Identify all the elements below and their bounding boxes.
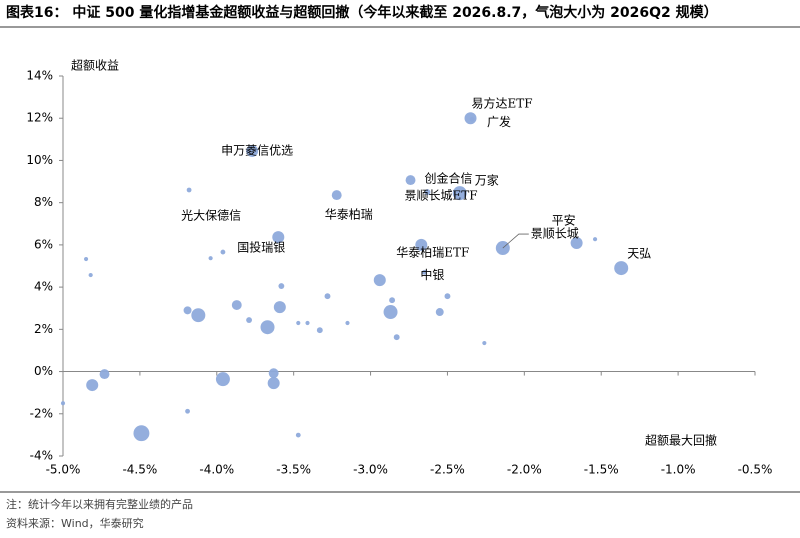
bubble	[133, 425, 150, 442]
bubble	[389, 297, 396, 304]
bubble	[421, 269, 427, 275]
y-tick-label: -2%	[30, 406, 53, 420]
x-tick-label: -3.0%	[353, 463, 388, 477]
bubble	[260, 320, 275, 335]
bubble	[88, 272, 93, 278]
x-axis-label: 超额最大回撤	[645, 433, 717, 448]
bubble	[272, 231, 285, 244]
bubble	[60, 401, 66, 406]
bubble	[469, 116, 475, 122]
bubble	[345, 320, 350, 326]
point-label: 平安	[552, 212, 576, 227]
bubble	[278, 283, 285, 289]
source: 资料来源：Wind，华泰研究	[6, 516, 144, 530]
bubble	[268, 368, 279, 379]
bubble	[267, 377, 280, 390]
bubble	[191, 308, 206, 323]
y-tick-label: 14%	[26, 69, 53, 83]
leader-line	[502, 233, 529, 249]
bubble	[393, 334, 400, 341]
y-tick-label: 4%	[34, 280, 53, 294]
bubble	[220, 249, 226, 255]
x-tick-label: -2.5%	[430, 463, 465, 477]
bubble	[452, 186, 467, 201]
bubble	[383, 305, 398, 320]
x-tick-label: -4.0%	[199, 463, 234, 477]
footnote: 注：统计今年以来拥有完整业绩的产品	[6, 497, 193, 511]
y-tick-label: 10%	[26, 153, 53, 167]
bubble	[435, 308, 444, 317]
x-tick-label: -1.0%	[661, 463, 696, 477]
x-tick-label: -0.5%	[738, 463, 773, 477]
bubble	[444, 293, 451, 300]
x-tick-label: -5.0%	[46, 463, 81, 477]
bubble	[482, 340, 487, 346]
bubble	[592, 237, 598, 242]
bubble	[246, 144, 259, 157]
x-tick-label: -2.0%	[507, 463, 542, 477]
bubble	[331, 190, 342, 201]
bubble	[185, 408, 190, 414]
point-label: 国投瑞银	[237, 240, 285, 255]
bubble	[86, 379, 99, 392]
point-label: 创金合信	[425, 171, 473, 186]
point-label: 华泰柏瑞	[325, 207, 373, 222]
y-tick-label: 2%	[34, 322, 53, 336]
point-label: 光大保德信	[181, 208, 241, 223]
point-label: 华泰柏瑞ETF	[396, 244, 469, 259]
bubble	[99, 369, 110, 380]
point-label: 万家	[475, 173, 499, 188]
bubble	[215, 372, 230, 387]
bubble	[83, 256, 89, 262]
y-tick-label: 6%	[34, 237, 53, 251]
bubble	[305, 320, 310, 326]
bubble	[295, 432, 301, 438]
bubble	[405, 175, 416, 186]
x-tick-label: -3.5%	[276, 463, 311, 477]
bubble	[614, 261, 629, 276]
bubble	[183, 306, 192, 315]
bubble	[208, 256, 213, 261]
y-tick-label: 12%	[26, 111, 53, 125]
bubble	[424, 189, 431, 196]
bubble	[296, 320, 301, 326]
bubble	[570, 236, 583, 249]
bubble	[373, 274, 386, 287]
bubble	[415, 238, 428, 251]
y-axis-label: 超额收益	[71, 58, 119, 73]
y-tick-label: 0%	[34, 364, 53, 378]
point-label: 景顺长城	[531, 227, 579, 241]
bubble	[246, 317, 253, 323]
bubble	[186, 187, 192, 193]
point-label: 天弘	[627, 247, 651, 261]
bubble	[324, 293, 331, 300]
point-label: 易方达ETF	[472, 96, 533, 111]
bubble	[316, 327, 323, 334]
point-label: 景顺长城ETF	[404, 189, 477, 203]
x-tick-label: -4.5%	[122, 463, 157, 477]
y-tick-label: 8%	[34, 195, 53, 209]
bubble	[273, 301, 286, 314]
y-tick-label: -4%	[30, 449, 53, 463]
point-label: 申万菱信优选	[221, 143, 293, 157]
point-label: 广发	[487, 114, 511, 129]
bubble	[231, 300, 242, 311]
x-tick-label: -1.5%	[584, 463, 619, 477]
chart-title: 图表16： 中证 500 量化指增基金超额收益与超额回撤（今年以来截至 2026…	[6, 4, 718, 21]
point-label: 中银	[420, 267, 444, 282]
